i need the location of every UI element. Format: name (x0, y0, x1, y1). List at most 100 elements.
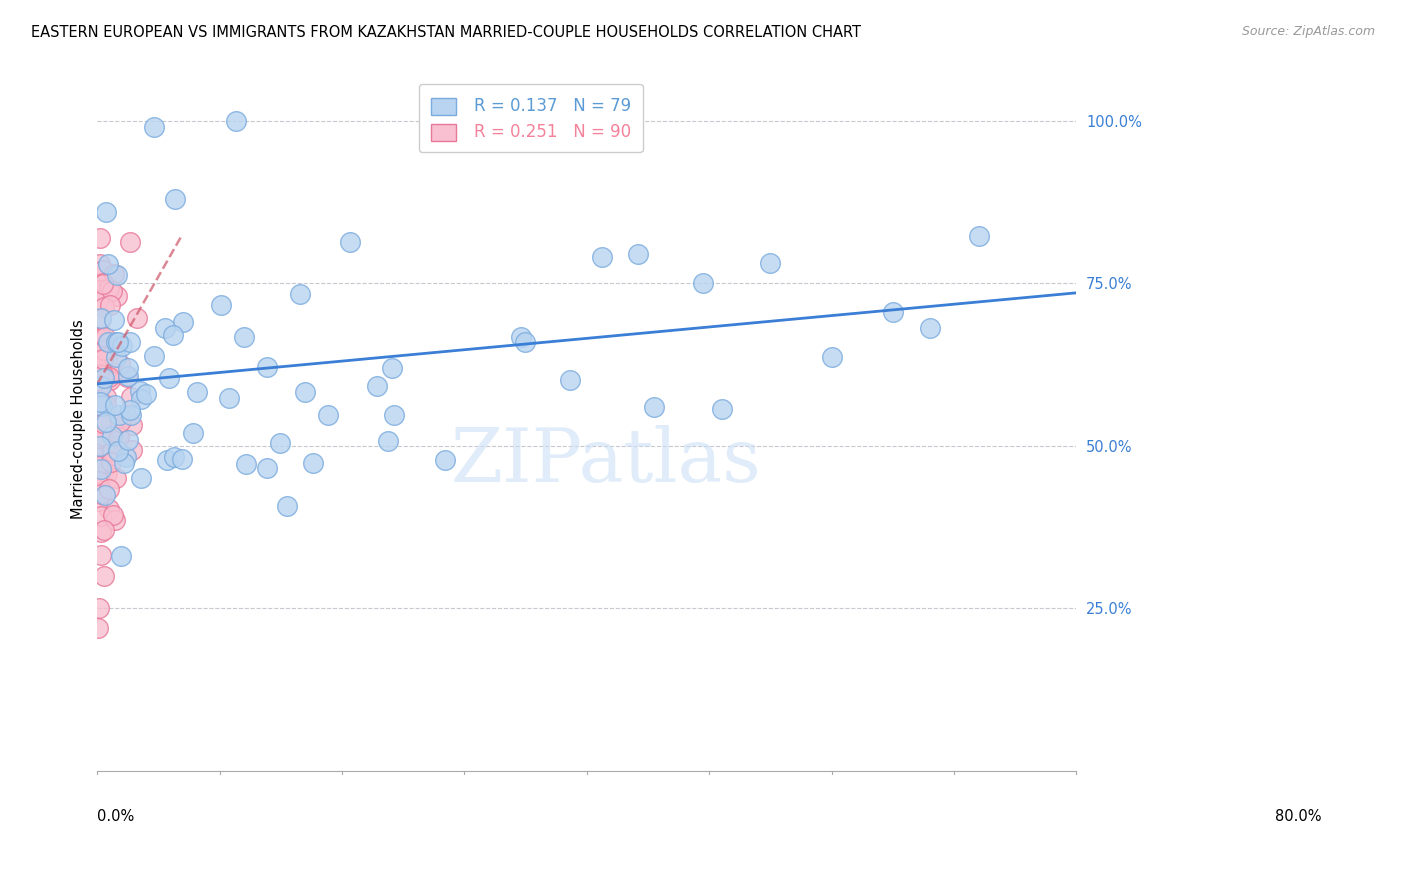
Point (209, 298, 232, 312)
Point (233, 330, 256, 344)
Point (225, 113, 247, 128)
Point (107, 334, 129, 349)
Point (90, 311, 112, 326)
Point (87, 347, 110, 361)
Point (276, 499, 298, 513)
Point (91, 368, 114, 382)
Point (104, 470, 127, 484)
Point (186, 384, 208, 399)
Point (93, 370, 115, 384)
Point (89, 367, 111, 381)
Point (104, 398, 127, 412)
Point (120, 390, 142, 404)
Point (86, 363, 108, 377)
Point (294, 384, 316, 399)
Point (143, 349, 166, 363)
Point (288, 287, 311, 301)
Point (91, 263, 114, 277)
Point (93, 343, 115, 358)
Legend: R = 0.137   N = 79, R = 0.251   N = 90: R = 0.137 N = 79, R = 0.251 N = 90 (419, 84, 643, 153)
Point (101, 429, 124, 443)
Point (87, 331, 110, 345)
Point (97, 334, 120, 349)
Point (93, 335, 115, 350)
Point (163, 192, 186, 206)
Point (90, 456, 112, 470)
Point (107, 444, 129, 458)
Point (97, 370, 120, 384)
Point (89, 508, 111, 523)
Point (108, 357, 131, 371)
Point (339, 235, 361, 249)
Point (759, 256, 782, 270)
Point (87, 334, 110, 349)
Point (98, 439, 121, 453)
Point (90, 379, 112, 393)
Point (98, 501, 121, 516)
Point (882, 305, 904, 319)
Point (111, 339, 134, 353)
Point (86, 458, 108, 473)
Text: Source: ZipAtlas.com: Source: ZipAtlas.com (1241, 25, 1375, 38)
Point (117, 434, 139, 448)
Point (118, 402, 141, 417)
Point (89, 436, 111, 450)
Point (967, 228, 990, 243)
Point (93, 300, 115, 314)
Point (218, 391, 240, 405)
Point (96, 416, 118, 430)
Point (91, 368, 114, 383)
Point (96, 353, 118, 368)
Point (91, 416, 114, 430)
Point (89, 431, 111, 445)
Point (103, 366, 125, 380)
Point (382, 408, 405, 422)
Point (129, 471, 152, 485)
Point (94, 329, 117, 343)
Point (100, 443, 122, 458)
Point (87, 352, 110, 367)
Point (93, 370, 115, 384)
Point (117, 369, 139, 384)
Point (93, 568, 115, 582)
Point (107, 427, 129, 442)
Point (301, 456, 323, 470)
Point (97, 482, 120, 496)
Point (172, 315, 194, 329)
Point (90, 487, 112, 501)
Point (94, 488, 117, 502)
Point (91, 330, 114, 344)
Point (94, 398, 117, 412)
Point (710, 401, 733, 416)
Point (96, 456, 118, 470)
Point (89, 380, 111, 394)
Point (87, 348, 110, 362)
Text: ZIPatlas: ZIPatlas (451, 425, 762, 499)
Point (162, 328, 184, 343)
Point (87, 392, 110, 407)
Point (93, 464, 115, 478)
Point (105, 334, 128, 349)
Point (515, 335, 537, 350)
Point (91, 467, 114, 481)
Point (433, 453, 456, 467)
Point (89, 439, 111, 453)
Point (98, 366, 121, 380)
Point (269, 436, 291, 450)
Point (157, 371, 180, 385)
Point (96, 257, 118, 271)
Point (104, 512, 127, 526)
Point (100, 455, 122, 469)
Point (89, 394, 111, 409)
Point (89, 256, 111, 270)
Point (377, 434, 399, 448)
Point (89, 342, 111, 356)
Point (103, 313, 125, 327)
Point (90, 416, 112, 430)
Point (94, 204, 117, 219)
Point (91, 276, 114, 290)
Point (235, 457, 257, 471)
Point (96, 390, 118, 404)
Point (316, 408, 339, 422)
Point (90, 462, 112, 476)
